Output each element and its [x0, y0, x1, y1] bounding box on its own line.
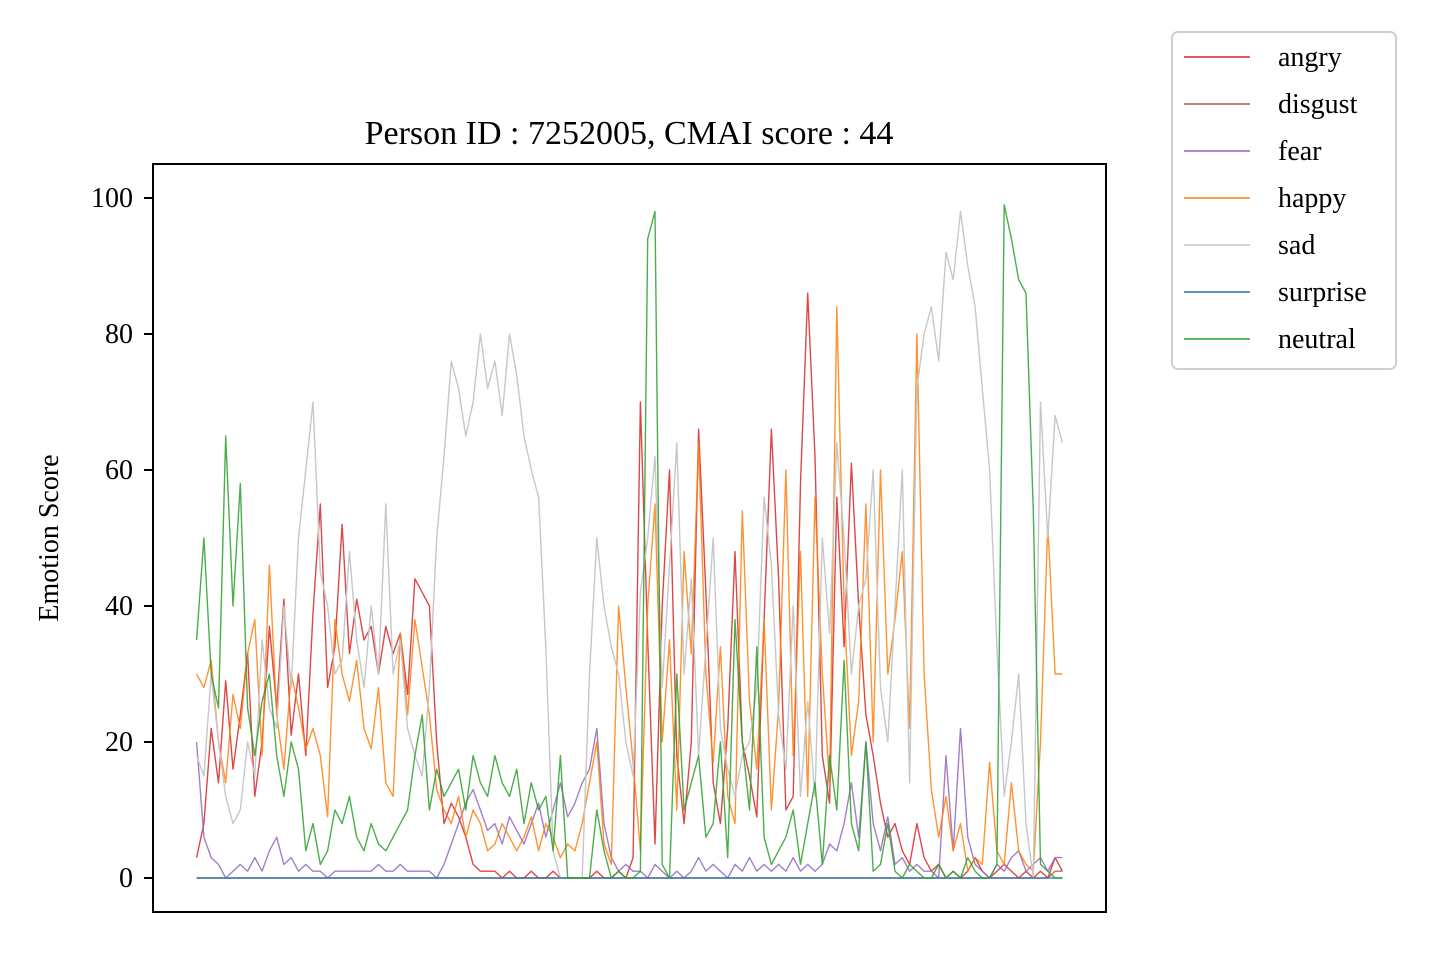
- legend-label: surprise: [1278, 277, 1367, 308]
- legend-item-surprise: surprise: [1184, 277, 1367, 308]
- series-line-neutral: [195, 204, 1063, 879]
- legend-label: disgust: [1278, 89, 1358, 120]
- legend-item-happy: happy: [1184, 183, 1346, 214]
- legend: angry disgust fear happy sad surprise neutral: [1171, 31, 1397, 370]
- series-lines: [195, 204, 1064, 879]
- legend-item-fear: fear: [1184, 136, 1322, 167]
- y-axis-label: Emotion Score: [34, 454, 65, 621]
- y-axis-ticks: 0 20 40 60 80 100: [91, 183, 153, 894]
- legend-label: sad: [1278, 230, 1315, 261]
- legend-item-neutral: neutral: [1184, 324, 1356, 355]
- series-line-happy: [195, 306, 1063, 872]
- legend-label: angry: [1278, 42, 1342, 73]
- legend-label: fear: [1278, 136, 1322, 167]
- y-tick-label: 20: [105, 727, 133, 758]
- y-tick-label: 100: [91, 183, 133, 214]
- chart-title: Person ID : 7252005, CMAI score : 44: [365, 115, 894, 152]
- legend-item-disgust: disgust: [1184, 89, 1358, 120]
- y-tick-label: 40: [105, 591, 133, 622]
- y-tick-label: 0: [119, 863, 133, 894]
- legend-label: neutral: [1278, 324, 1356, 355]
- legend-box: [1171, 31, 1397, 370]
- series-line-fear: [195, 727, 1063, 879]
- legend-item-sad: sad: [1184, 230, 1315, 261]
- legend-item-angry: angry: [1184, 42, 1342, 73]
- y-tick-label: 80: [105, 319, 133, 350]
- series-line-sad: [195, 210, 1064, 879]
- plot-frame: [152, 163, 1107, 913]
- y-tick-label: 60: [105, 455, 133, 486]
- legend-label: happy: [1278, 183, 1346, 214]
